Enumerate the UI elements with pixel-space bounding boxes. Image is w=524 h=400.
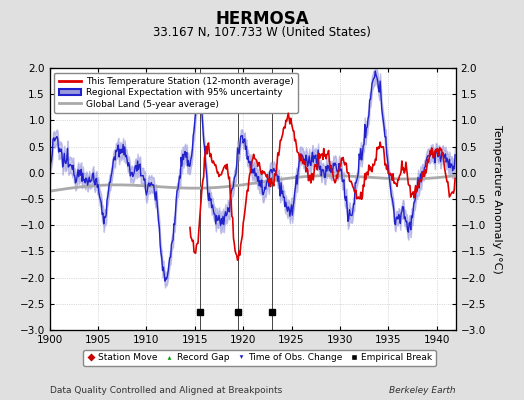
Legend: Station Move, Record Gap, Time of Obs. Change, Empirical Break: Station Move, Record Gap, Time of Obs. C… bbox=[83, 350, 436, 366]
Text: 33.167 N, 107.733 W (United States): 33.167 N, 107.733 W (United States) bbox=[153, 26, 371, 39]
Y-axis label: Temperature Anomaly (°C): Temperature Anomaly (°C) bbox=[492, 125, 501, 273]
Legend: This Temperature Station (12-month average), Regional Expectation with 95% uncer: This Temperature Station (12-month avera… bbox=[54, 72, 298, 113]
Text: Data Quality Controlled and Aligned at Breakpoints: Data Quality Controlled and Aligned at B… bbox=[50, 386, 282, 395]
Text: Berkeley Earth: Berkeley Earth bbox=[389, 386, 456, 395]
Text: HERMOSA: HERMOSA bbox=[215, 10, 309, 28]
